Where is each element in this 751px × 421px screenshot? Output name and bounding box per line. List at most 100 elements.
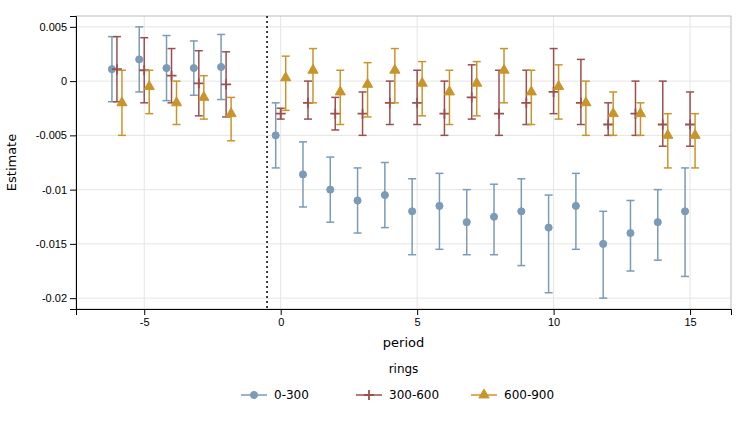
y-tick-mark: [70, 190, 76, 191]
error-cap: [577, 59, 585, 61]
error-cap: [381, 162, 389, 164]
error-cap: [681, 167, 689, 169]
error-cap: [408, 254, 416, 256]
error-cap: [577, 124, 585, 126]
error-cap: [140, 102, 148, 104]
point: [494, 109, 504, 119]
point: [136, 56, 143, 63]
y-tick-label: -0.015: [36, 238, 67, 250]
error-cap: [326, 221, 334, 223]
point: [281, 72, 291, 81]
point: [112, 64, 122, 74]
error-bar: [521, 179, 523, 266]
point: [581, 97, 591, 106]
error-cap: [582, 135, 590, 137]
error-cap: [440, 135, 448, 137]
x-grid-line: [553, 16, 554, 309]
error-cap: [222, 51, 230, 53]
error-bar: [449, 70, 451, 124]
error-bar: [394, 49, 396, 103]
error-cap: [227, 140, 235, 142]
error-cap: [190, 40, 198, 42]
error-bar: [531, 70, 533, 124]
error-cap: [113, 36, 121, 38]
legend-swatch-marker: [479, 389, 489, 398]
y-grid-line: [76, 26, 731, 27]
point: [330, 109, 340, 119]
error-cap: [517, 178, 525, 180]
x-grid-line: [144, 16, 145, 309]
y-grid-line: [76, 135, 731, 136]
error-cap: [555, 64, 563, 66]
legend: rings0-300300-600600-900: [241, 362, 554, 402]
error-cap: [354, 167, 362, 169]
point: [518, 208, 525, 215]
legend-item: 600-900: [471, 388, 554, 402]
error-bar: [416, 70, 418, 124]
error-cap: [354, 232, 362, 234]
point: [663, 129, 673, 138]
error-cap: [445, 70, 453, 72]
point: [362, 78, 372, 87]
error-cap: [168, 48, 176, 50]
x-tick-label: -5: [140, 316, 150, 328]
error-cap: [691, 167, 699, 169]
legend-label: 0-300: [274, 388, 309, 402]
error-cap: [659, 80, 667, 82]
point: [167, 71, 177, 81]
error-cap: [381, 227, 389, 229]
point: [390, 64, 400, 73]
error-cap: [140, 37, 148, 39]
error-cap: [545, 292, 553, 294]
error-cap: [572, 173, 580, 175]
plot-frame: [76, 16, 731, 309]
error-cap: [545, 194, 553, 196]
grid: [76, 16, 731, 309]
x-axis-line: [77, 310, 732, 316]
error-cap: [118, 70, 126, 72]
x-grid-line: [690, 16, 691, 309]
error-bar: [635, 81, 637, 135]
point: [635, 108, 645, 117]
x-tick-mark: [144, 309, 145, 315]
error-cap: [599, 297, 607, 299]
error-cap: [686, 145, 694, 147]
point: [218, 63, 225, 70]
error-cap: [413, 70, 421, 72]
y-tick-label: -0.005: [36, 129, 67, 141]
error-cap: [517, 265, 525, 267]
point: [439, 109, 449, 119]
y-tick: 0.005: [39, 21, 76, 33]
error-cap: [550, 113, 558, 115]
y-tick-mark: [70, 298, 76, 299]
error-bar: [148, 70, 150, 113]
error-cap: [604, 102, 612, 104]
error-cap: [490, 254, 498, 256]
x-grid-line: [417, 16, 418, 309]
error-bar: [553, 49, 555, 114]
point: [658, 120, 668, 130]
error-cap: [691, 113, 699, 115]
error-cap: [331, 129, 339, 131]
point: [526, 86, 536, 95]
chart: -5051015-0.02-0.015-0.01-0.00500.005peri…: [0, 0, 751, 421]
error-cap: [626, 270, 634, 272]
error-cap: [664, 113, 672, 115]
point: [472, 77, 482, 86]
error-cap: [599, 211, 607, 213]
point: [308, 64, 318, 73]
error-cap: [386, 80, 394, 82]
error-cap: [135, 26, 143, 28]
y-axis: -0.02-0.015-0.01-0.00500.005: [36, 17, 77, 310]
point: [381, 191, 388, 198]
error-bar: [503, 49, 505, 103]
error-cap: [173, 124, 181, 126]
error-cap: [550, 48, 558, 50]
point: [327, 186, 334, 193]
y-grid-line: [76, 81, 731, 82]
error-bar: [285, 56, 287, 110]
error-cap: [364, 116, 372, 118]
y-axis-line: [70, 17, 77, 310]
error-cap: [364, 62, 372, 64]
point: [690, 129, 700, 138]
